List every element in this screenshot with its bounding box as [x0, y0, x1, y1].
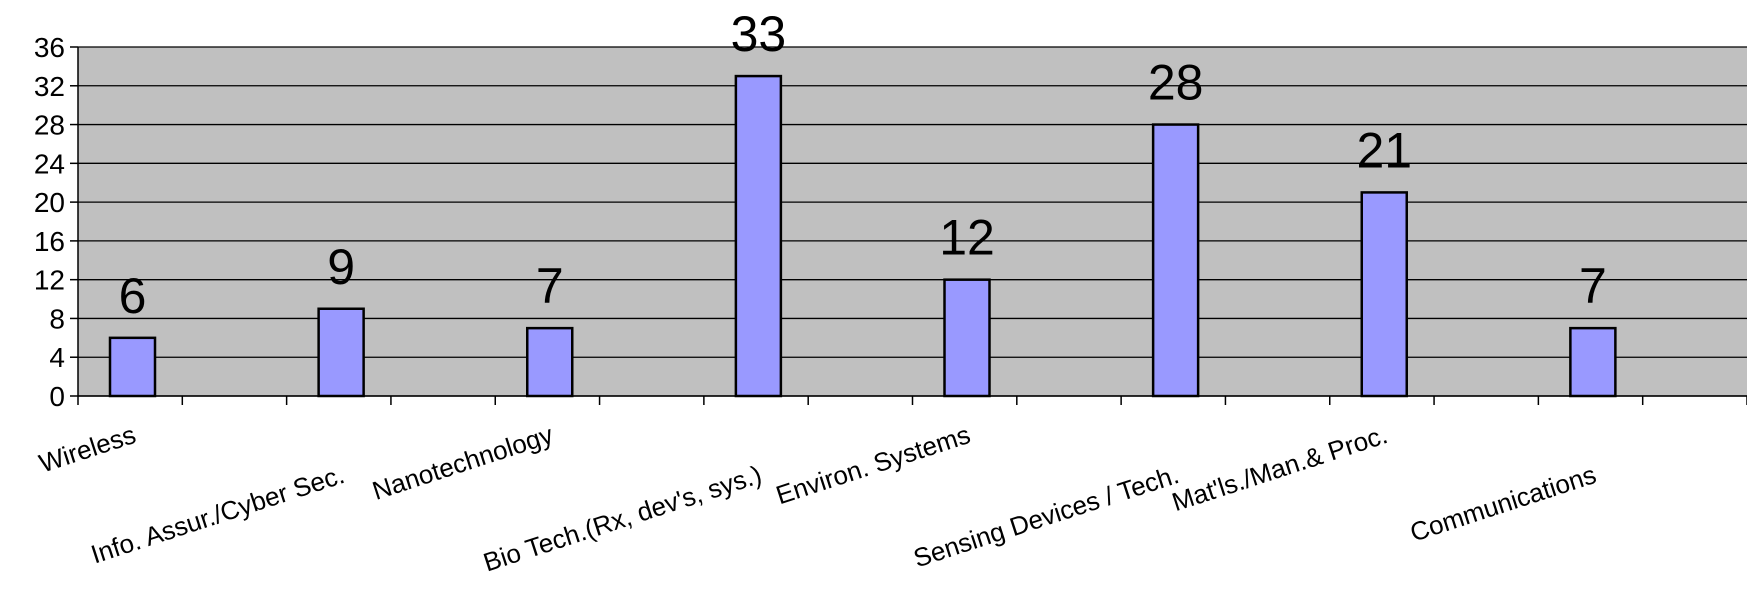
data-label: 12 [939, 210, 995, 266]
x-category-label: Sensing Devices / Tech. [910, 459, 1183, 573]
data-label: 9 [327, 239, 355, 295]
x-category-label: Wireless [35, 419, 139, 478]
bar-wireless [108, 336, 157, 398]
data-label: 33 [731, 6, 787, 62]
data-label: 7 [1579, 258, 1607, 314]
y-tick-label: 24 [34, 148, 65, 179]
y-tick-label: 28 [34, 110, 65, 141]
y-tick-label: 0 [49, 381, 65, 412]
bar-mat-ls-man-proc [1360, 191, 1408, 398]
y-tick-label: 16 [34, 226, 65, 257]
x-category-label: Info. Assur./Cyber Sec. [87, 459, 348, 569]
bar-bio-tech-rx-dev-s-sys [734, 74, 783, 398]
bar-info-assur-cyber-sec [317, 307, 365, 398]
y-tick-label: 32 [34, 71, 65, 102]
y-tick-label: 12 [34, 265, 65, 296]
y-tick-label: 4 [49, 342, 65, 373]
bar-environ-systems [943, 278, 991, 398]
data-label: 6 [119, 268, 147, 324]
y-tick-label: 36 [34, 32, 65, 63]
x-category-label: Nanotechnology [369, 419, 557, 506]
bars [108, 74, 1617, 398]
x-category-label: Environ. Systems [772, 419, 974, 510]
bar-sensing-devices-tech [1151, 123, 1200, 398]
x-category-label: Bio Tech.(Rx, dev's, sys.) [480, 459, 766, 577]
data-label: 7 [536, 258, 564, 314]
y-tick-label: 8 [49, 303, 65, 334]
bar-nanotechnology [526, 326, 574, 398]
x-category-label: Communications [1406, 459, 1599, 547]
y-tick-label: 20 [34, 187, 65, 218]
data-label: 28 [1148, 55, 1204, 111]
x-category-label: Mat'ls./Man.& Proc. [1168, 419, 1391, 517]
data-label: 21 [1356, 122, 1412, 178]
bar-communications [1569, 326, 1617, 398]
